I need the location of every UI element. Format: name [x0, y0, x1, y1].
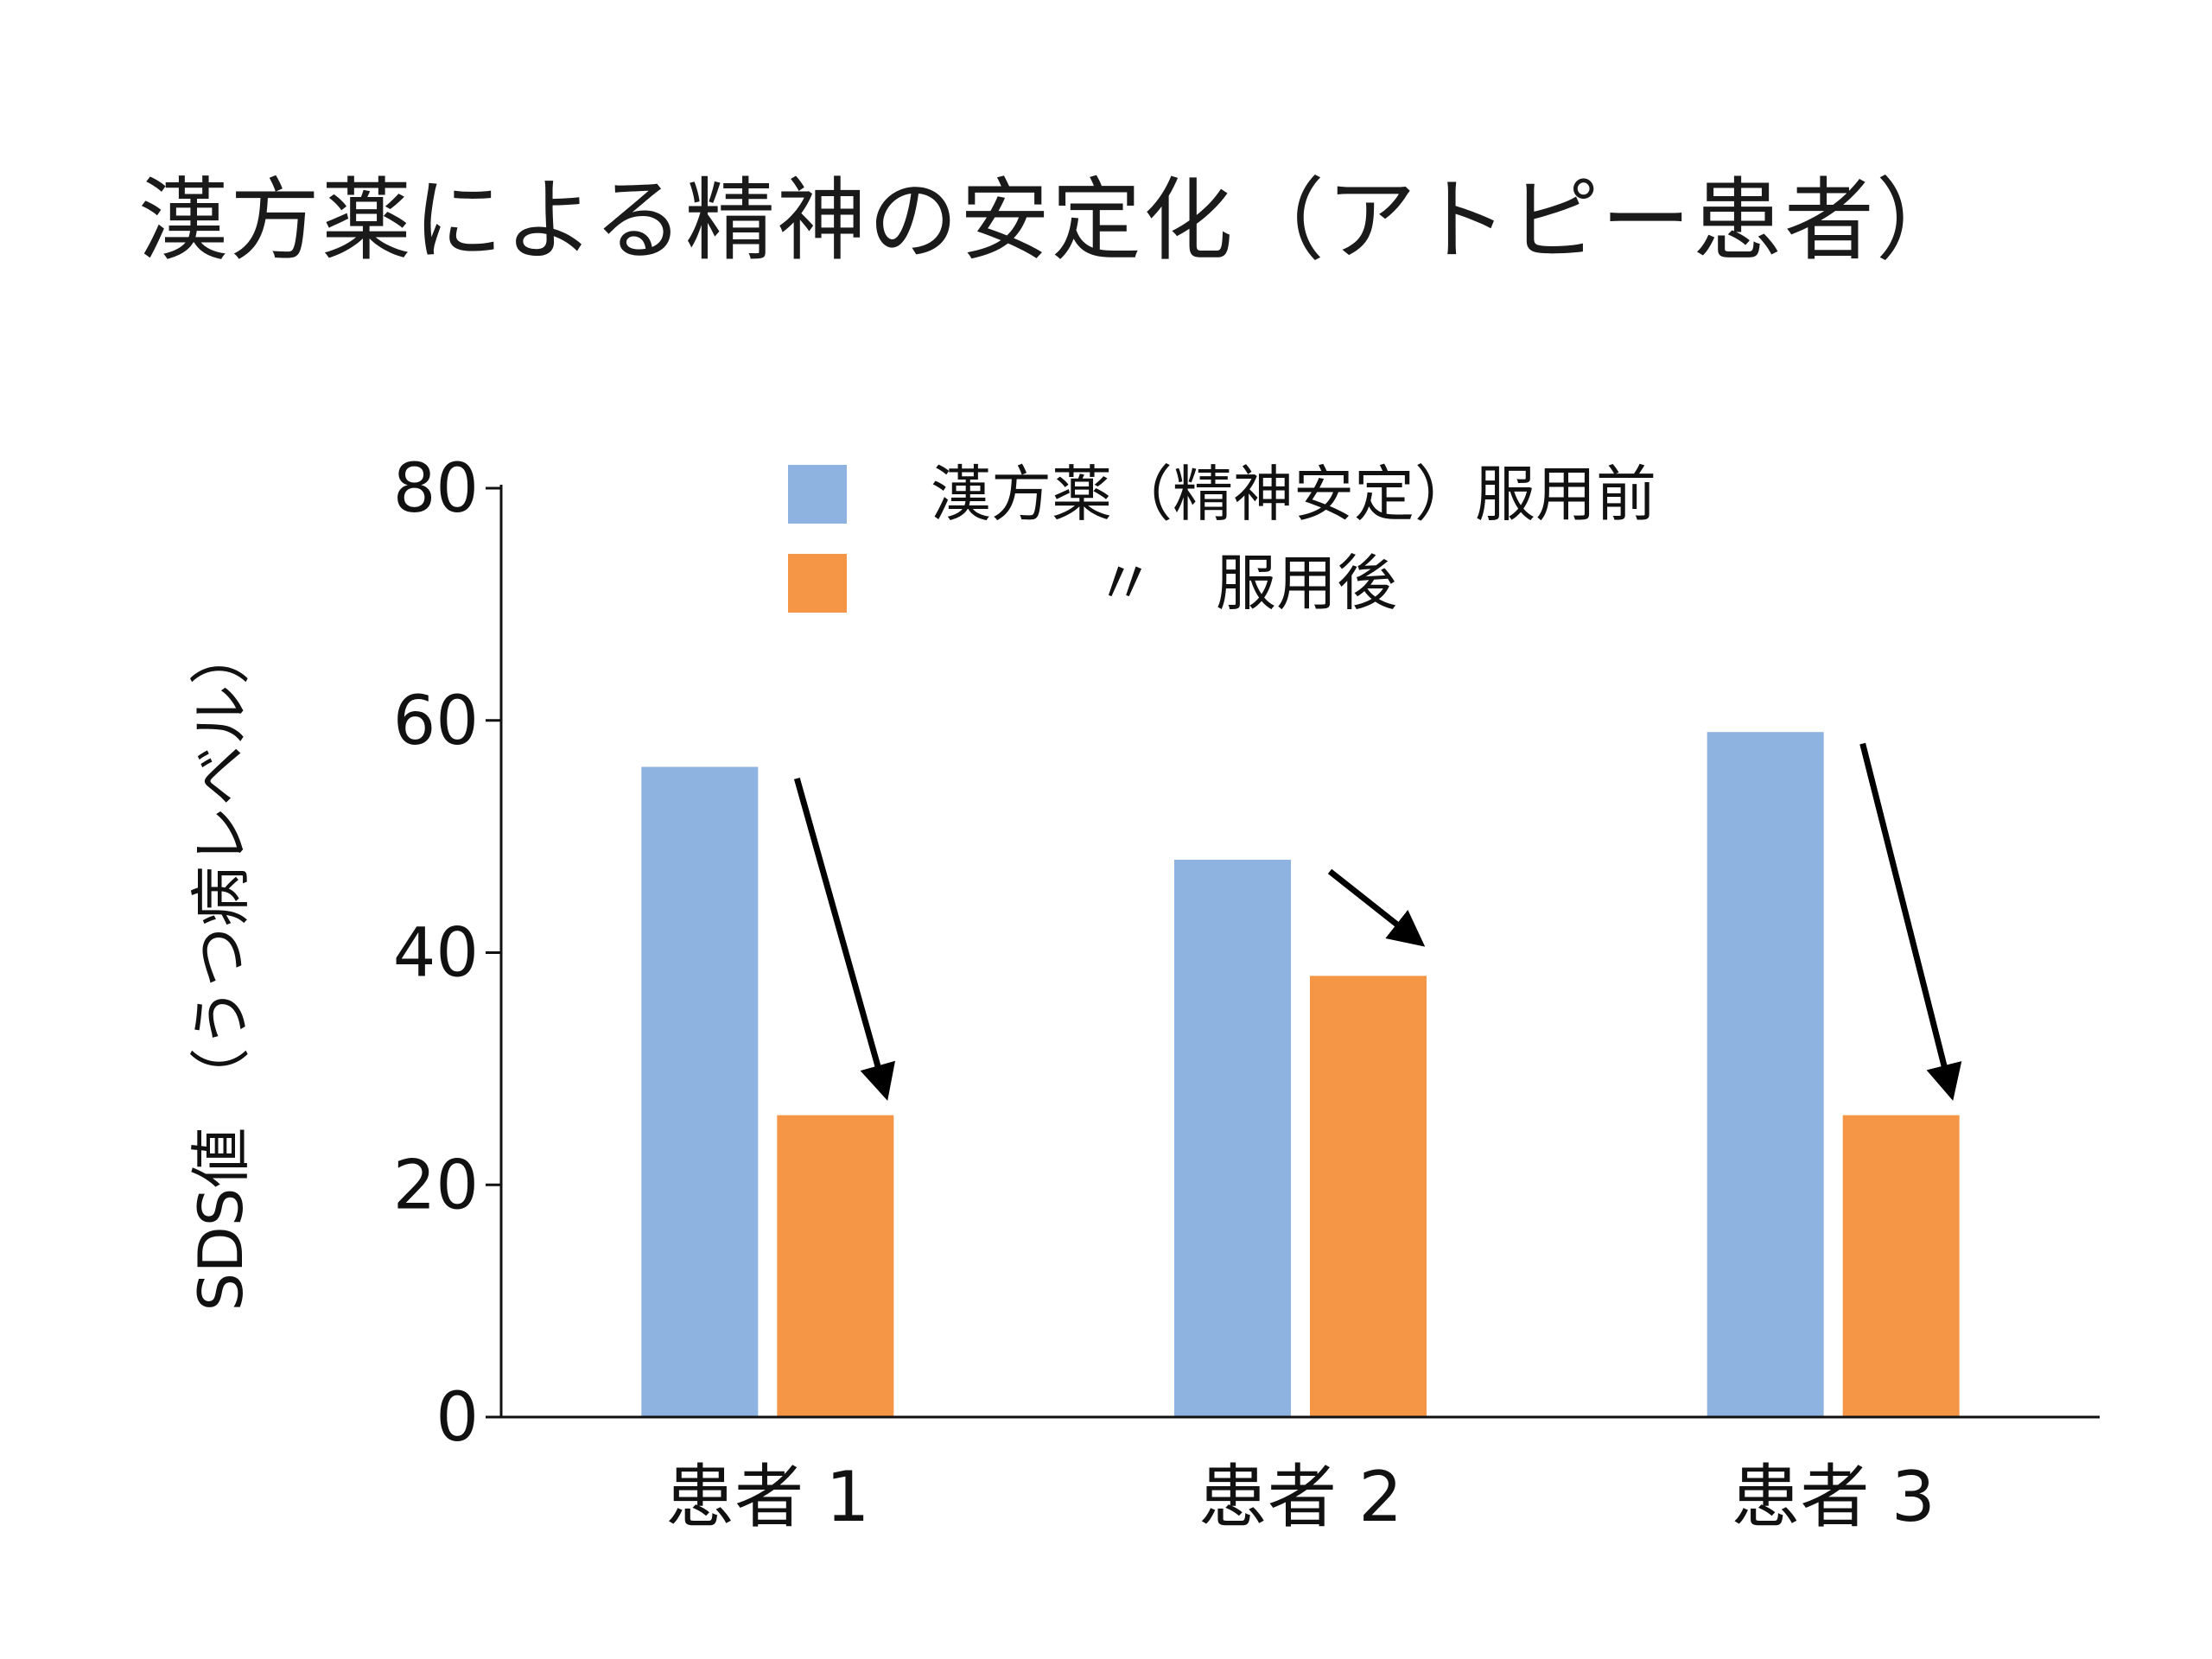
trend-arrow — [1327, 868, 1426, 947]
legend-label-before: 漢方薬（精神安定）服用前 — [931, 459, 1656, 530]
y-axis-label: SDS値 （うつ病レベル） — [186, 624, 257, 1311]
y-tick-label: 0 — [435, 1379, 479, 1457]
legend-label-after: 〃 服用後 — [1095, 548, 1397, 619]
trend-arrows — [793, 742, 1962, 1101]
y-ticks: 0 20 40 60 80 — [393, 450, 501, 1457]
y-tick-label: 80 — [393, 450, 479, 528]
trend-arrow — [793, 777, 896, 1101]
y-tick-label: 20 — [393, 1147, 479, 1224]
bar-after-3 — [1842, 1115, 1960, 1417]
bar-before-1 — [641, 766, 759, 1417]
legend-swatch-before — [788, 465, 847, 524]
legend-swatch-after — [788, 554, 847, 613]
x-tick-label: 患者 1 — [665, 1457, 869, 1537]
bar-before-3 — [1707, 732, 1824, 1417]
bar-after-2 — [1310, 976, 1427, 1417]
axes — [499, 485, 2100, 1419]
x-tick-label: 患者 2 — [1198, 1457, 1402, 1537]
legend: 漢方薬（精神安定）服用前〃 服用後 — [788, 459, 1656, 619]
y-axis-label-group: SDS値 （うつ病レベル） — [186, 624, 257, 1311]
y-tick-label: 40 — [393, 915, 479, 993]
trend-arrow — [1859, 742, 1962, 1101]
bar-after-1 — [777, 1115, 894, 1417]
bars — [641, 732, 1960, 1417]
x-tick-label: 患者 3 — [1732, 1457, 1936, 1537]
bar-before-2 — [1174, 860, 1291, 1417]
x-tick-labels: 患者 1 患者 2 患者 3 — [665, 1457, 1936, 1537]
slide-title: 漢方薬による精神の安定化（アトピー患者） — [138, 168, 1967, 273]
y-tick-label: 60 — [393, 683, 479, 760]
